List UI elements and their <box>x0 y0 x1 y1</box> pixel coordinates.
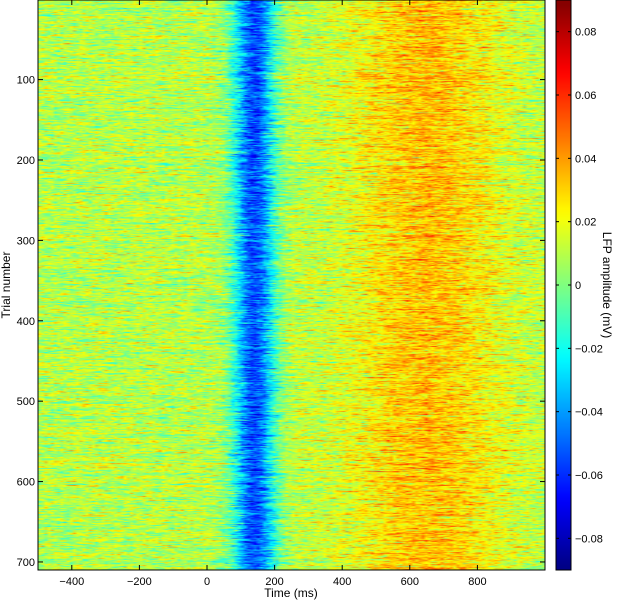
x-axis: −400 −200 0 200 400 600 800 <box>59 0 487 588</box>
x-tick-label: −400 <box>59 576 84 588</box>
y-tick-label: 300 <box>17 235 35 247</box>
y-tick-label: 400 <box>17 316 35 328</box>
y-axis-label: Trial number <box>0 252 13 319</box>
colorbar-ticks: 0.08 0.06 0.04 0.02 0 −0.02 −0.04 −0.06 −0.08 <box>556 27 603 545</box>
plot-area <box>37 0 546 571</box>
x-tick-label: 800 <box>468 576 486 588</box>
colorbar: 0.08 0.06 0.04 0.02 0 −0.02 −0.04 −0.06 −0.08 LF… <box>555 0 614 571</box>
colorbar-tick-label: 0.06 <box>575 90 596 102</box>
y-tick-label: 700 <box>17 557 35 569</box>
colorbar-label: LFP amplitude (mV) <box>600 232 614 338</box>
x-tick-label: 400 <box>333 576 351 588</box>
x-axis-label: Time (ms) <box>264 586 318 600</box>
colorbar-gradient <box>556 0 571 570</box>
x-tick-label: 600 <box>401 576 419 588</box>
colorbar-tick-label: −0.02 <box>575 343 603 355</box>
colorbar-tick-label: 0 <box>575 280 581 292</box>
heatmap-image <box>38 0 545 570</box>
y-tick-label: 600 <box>17 477 35 489</box>
x-tick-label: −200 <box>127 576 152 588</box>
y-tick-label: 200 <box>17 155 35 167</box>
colorbar-tick-label: 0.02 <box>575 217 596 229</box>
x-tick-label: 200 <box>265 576 283 588</box>
y-tick-label: 100 <box>17 75 35 87</box>
colorbar-tick-label: −0.08 <box>575 533 603 545</box>
colorbar-tick-label: −0.06 <box>575 470 603 482</box>
colorbar-tick-label: 0.04 <box>575 153 596 165</box>
x-tick-label: 0 <box>204 576 210 588</box>
y-tick-label: 500 <box>17 396 35 408</box>
y-axis: 100 200 300 400 500 600 700 <box>17 75 545 569</box>
colorbar-tick-label: −0.04 <box>575 407 603 419</box>
colorbar-tick-label: 0.08 <box>575 27 596 39</box>
plot-frame <box>37 0 546 571</box>
